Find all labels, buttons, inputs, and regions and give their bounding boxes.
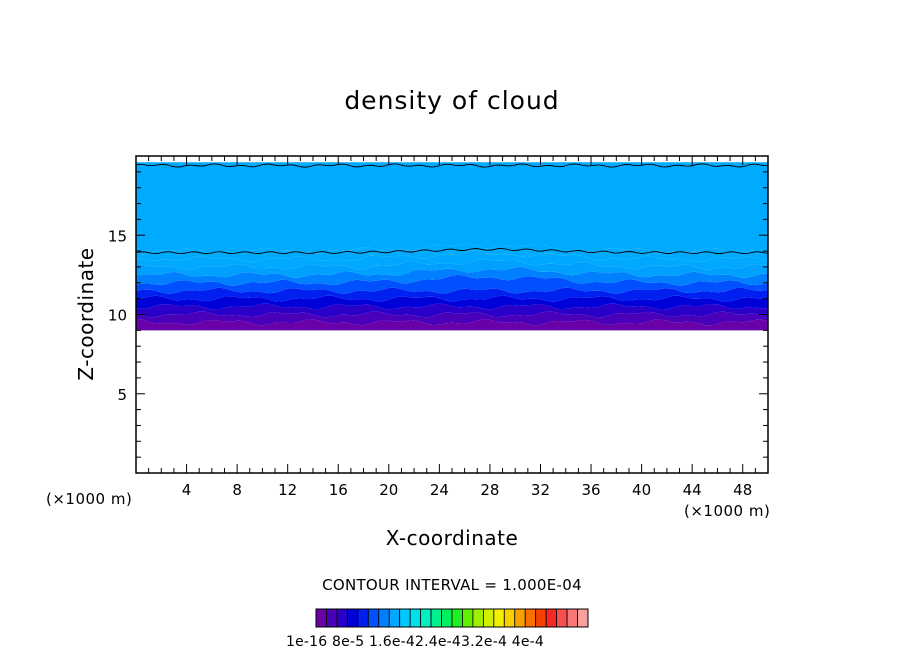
colorbar-swatch — [378, 608, 390, 628]
chart-title: density of cloud — [344, 86, 560, 115]
colorbar-swatch — [357, 608, 369, 628]
cloud-band-9 — [136, 244, 768, 263]
colorbar-swatch — [535, 608, 547, 628]
x-tick-label: 24 — [430, 481, 449, 499]
x-unit-label: (×1000 m) — [684, 502, 771, 520]
cloud-band-10 — [136, 162, 768, 255]
colorbar-swatch — [367, 608, 380, 628]
colorbar-swatch — [315, 608, 327, 628]
colorbar-swatch — [399, 608, 411, 628]
cloud-band-7 — [136, 259, 768, 278]
cloud-band-0 — [136, 319, 768, 331]
cloud-band-8 — [136, 250, 768, 271]
colorbar-swatch — [493, 608, 505, 628]
cloud-band-2 — [136, 303, 768, 318]
colorbar-swatch — [566, 608, 578, 628]
colorbar-swatch — [430, 608, 442, 628]
contour-line-0 — [136, 248, 768, 255]
x-tick-label: 36 — [581, 481, 600, 499]
cloud-band-5 — [136, 274, 768, 294]
y-axis-label: Z-coordinate — [74, 247, 98, 381]
x-tick-label: 8 — [232, 481, 242, 499]
colorbar — [315, 608, 589, 628]
colorbar-swatch — [326, 608, 338, 628]
colorbar-labels: 1e-16 8e-5 1.6e-42.4e-43.2e-4 4e-4 — [286, 634, 545, 650]
y-tick-label: 5 — [117, 386, 127, 404]
colorbar-swatch — [472, 608, 484, 628]
cloud-band-6 — [136, 266, 768, 286]
colorbar-swatch — [441, 608, 453, 628]
y-tick-label: 10 — [108, 307, 127, 325]
colorbar-swatch — [524, 608, 537, 628]
colorbar-swatch — [577, 608, 589, 628]
x-axis-label: X-coordinate — [385, 526, 519, 550]
contour-lines — [136, 163, 768, 255]
colorbar-swatch — [462, 608, 474, 628]
x-tick-label: 32 — [531, 481, 550, 499]
x-tick-label: 12 — [278, 481, 297, 499]
colorbar-swatch — [545, 608, 558, 628]
y-tick-label: 15 — [108, 227, 127, 245]
cloud-band-4 — [136, 287, 768, 302]
cloud-band-1 — [136, 311, 768, 326]
contour-field — [136, 162, 768, 331]
x-tick-label: 28 — [480, 481, 499, 499]
colorbar-frame — [315, 608, 589, 628]
contour-interval: CONTOUR INTERVAL = 1.000E-04 — [322, 576, 582, 594]
cloud-band-3 — [136, 295, 768, 310]
colorbar-swatch — [346, 608, 359, 628]
x-tick-label: 16 — [329, 481, 348, 499]
z-unit-label: (×1000 m) — [46, 490, 133, 508]
colorbar-swatch — [514, 608, 526, 628]
colorbar-swatch — [451, 608, 463, 628]
x-tick-label: 48 — [733, 481, 752, 499]
colorbar-swatch — [556, 608, 568, 628]
colorbar-swatch — [420, 608, 432, 628]
contour-line-1 — [136, 163, 768, 168]
x-tick-label: 20 — [379, 481, 398, 499]
colorbar-swatch — [503, 608, 516, 628]
colorbar-swatch — [482, 608, 495, 628]
x-tick-label: 4 — [182, 481, 192, 499]
colorbar-swatch — [409, 608, 422, 628]
colorbar-swatch — [336, 608, 348, 628]
colorbar-swatch — [388, 608, 401, 628]
x-tick-label: 40 — [632, 481, 651, 499]
x-tick-label: 44 — [683, 481, 702, 499]
